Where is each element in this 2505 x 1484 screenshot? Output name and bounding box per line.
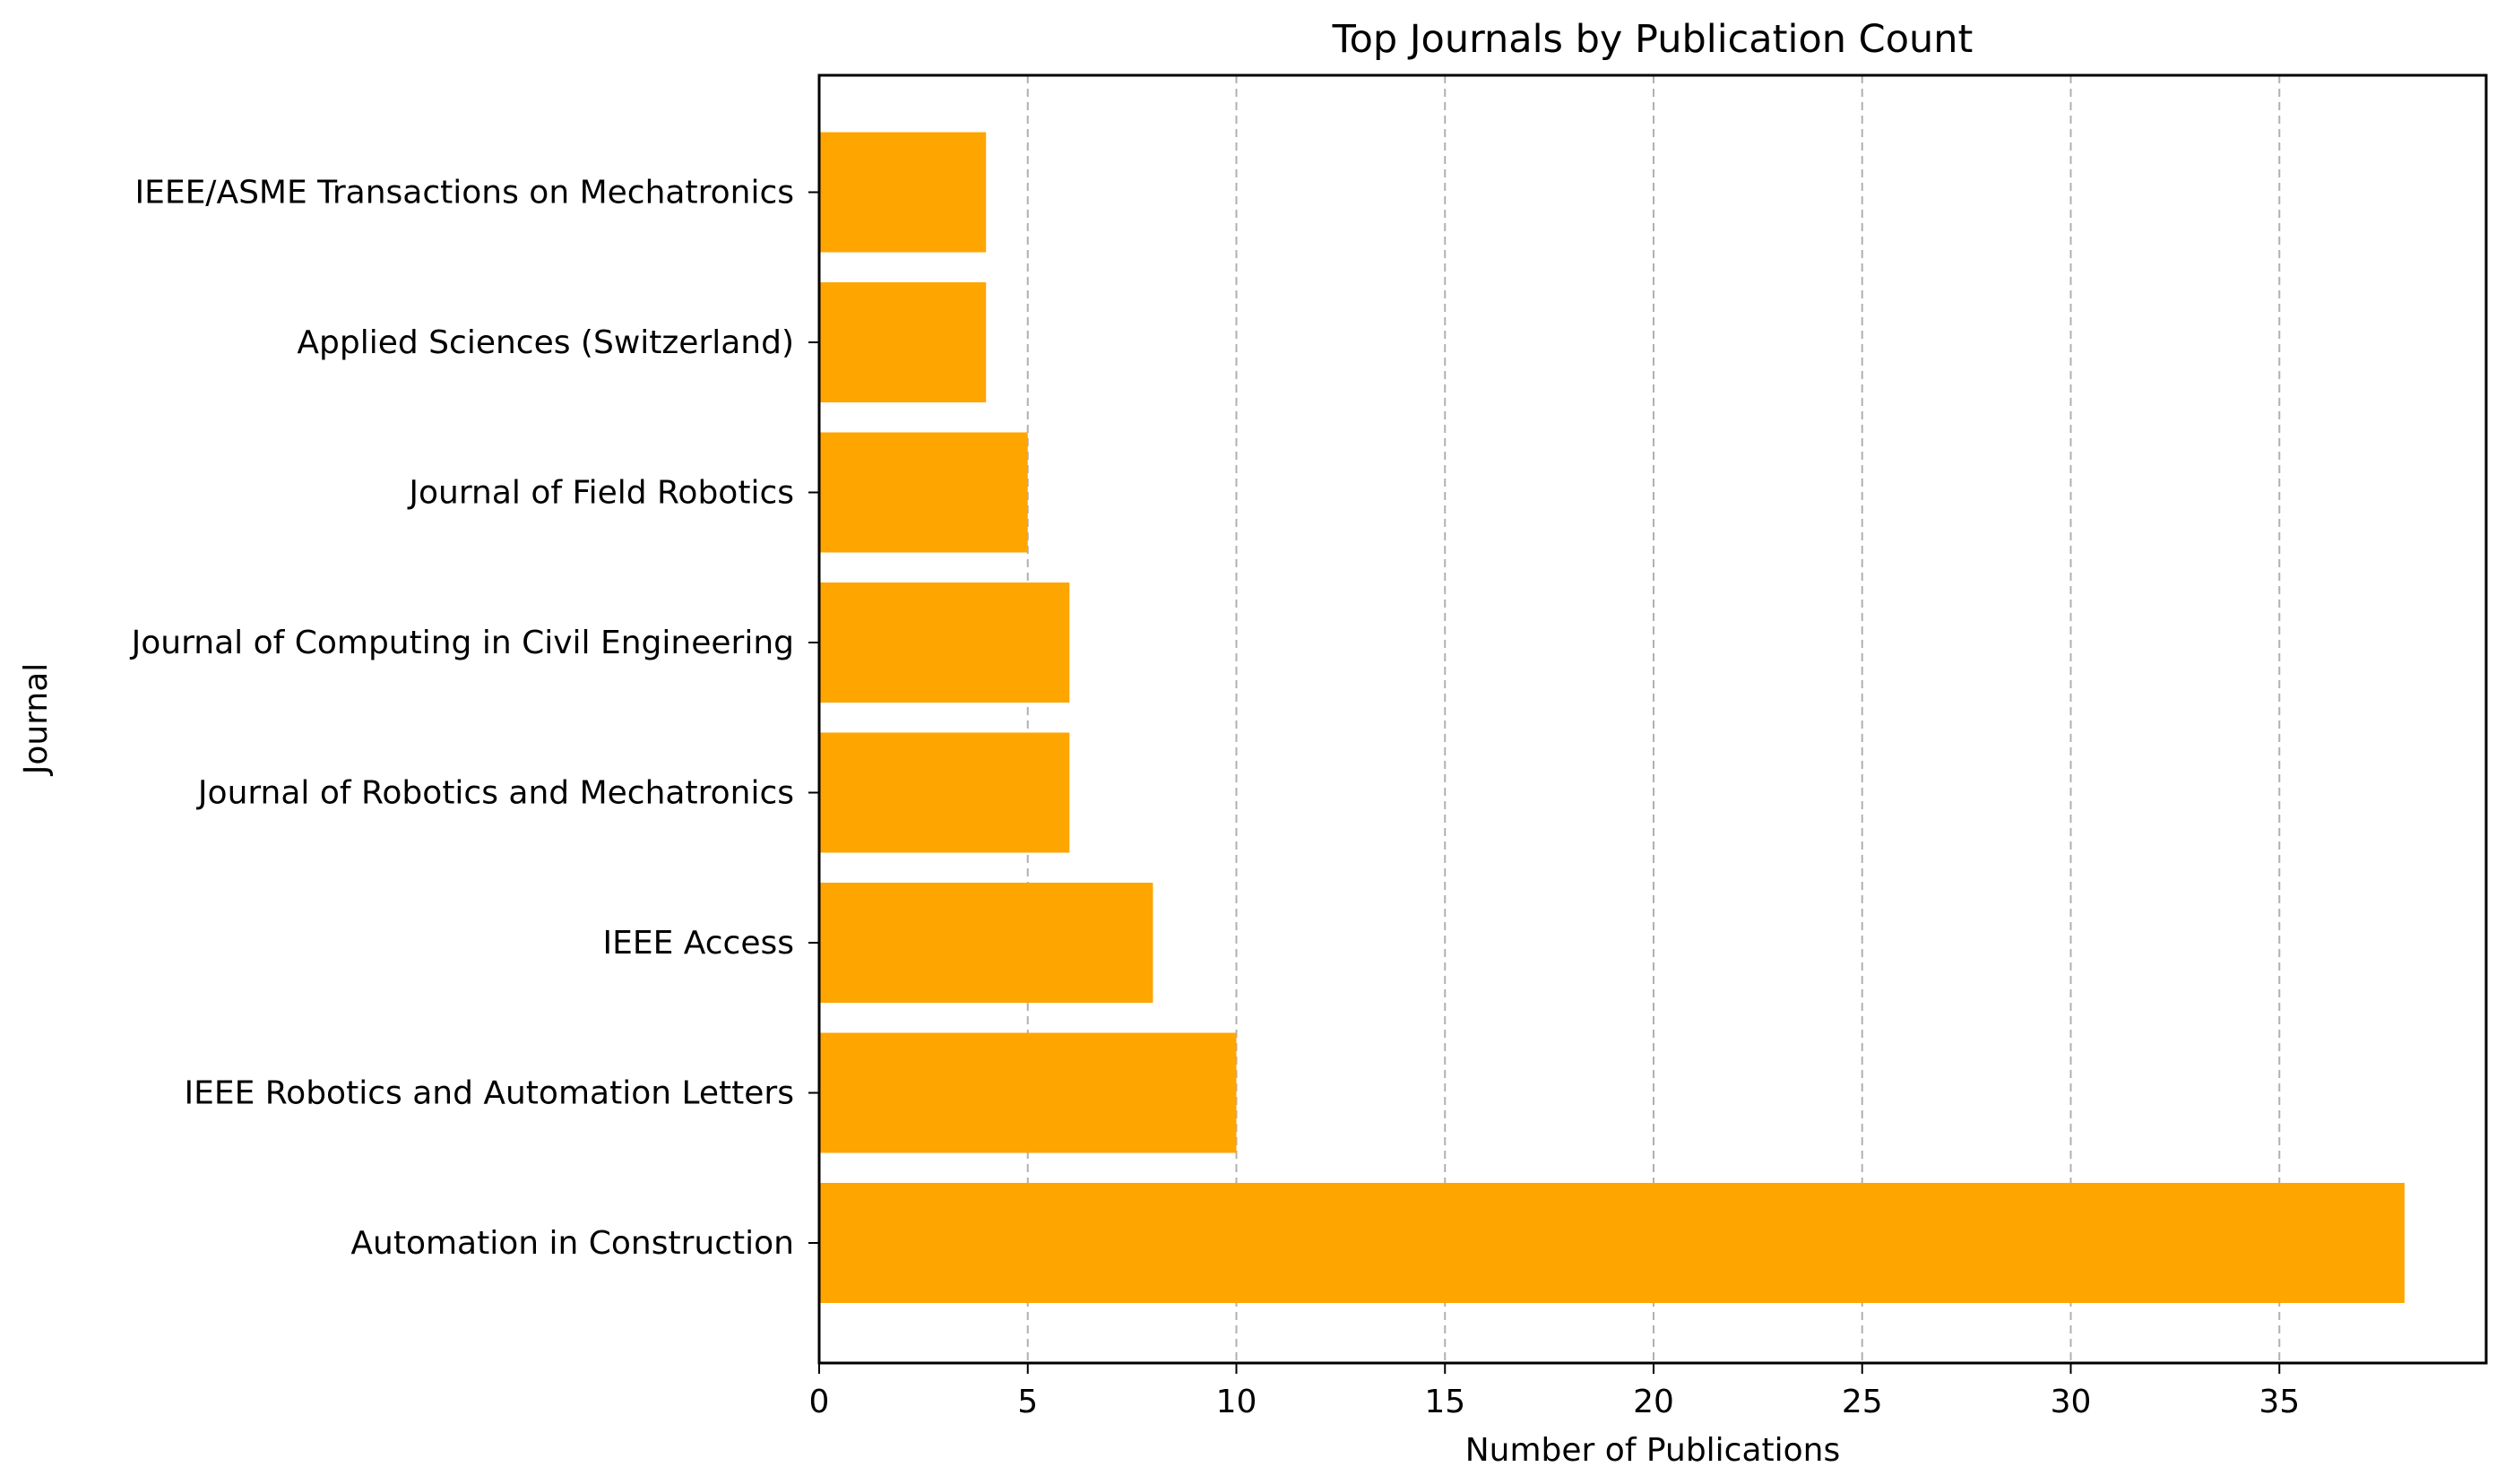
y-tick-label: Journal of Computing in Civil Engineerin… [130,625,794,661]
x-tick-label: 35 [2259,1384,2300,1420]
x-tick-label: 5 [1017,1384,1038,1420]
grid-lines [1026,75,2281,1363]
y-axis-ticks: Automation in Construction IEEE Robotics … [130,175,819,1262]
x-axis-ticks: 0 5 10 15 20 25 30 35 [809,1363,2300,1420]
bar [819,132,987,253]
y-axis-label: Journal [18,663,55,777]
bars [819,132,2405,1303]
y-tick-label: IEEE Access [602,925,794,962]
y-tick-label: Journal of Robotics and Mechatronics [196,775,794,812]
y-tick-label: IEEE Robotics and Automation Letters [184,1075,794,1112]
x-tick-label: 10 [1216,1384,1257,1420]
bar [819,883,1153,1003]
y-tick-label: Applied Sciences (Switzerland) [297,324,794,361]
x-axis-label: Number of Publications [1465,1432,1841,1469]
y-tick-label: IEEE/ASME Transactions on Mechatronics [134,175,794,211]
y-tick-label: Journal of Field Robotics [407,475,794,512]
bar [819,1032,1237,1153]
x-tick-label: 20 [1633,1384,1674,1420]
x-tick-label: 25 [1842,1384,1883,1420]
x-tick-label: 15 [1424,1384,1465,1420]
y-tick-label: Automation in Construction [350,1225,794,1262]
bar [819,732,1070,853]
x-tick-label: 0 [809,1384,830,1420]
bar [819,582,1070,703]
bar [819,1183,2405,1303]
chart-title: Top Journals by Publication Count [1332,17,1974,62]
x-tick-label: 30 [2051,1384,2092,1420]
bar [819,432,1028,553]
bar [819,282,987,402]
